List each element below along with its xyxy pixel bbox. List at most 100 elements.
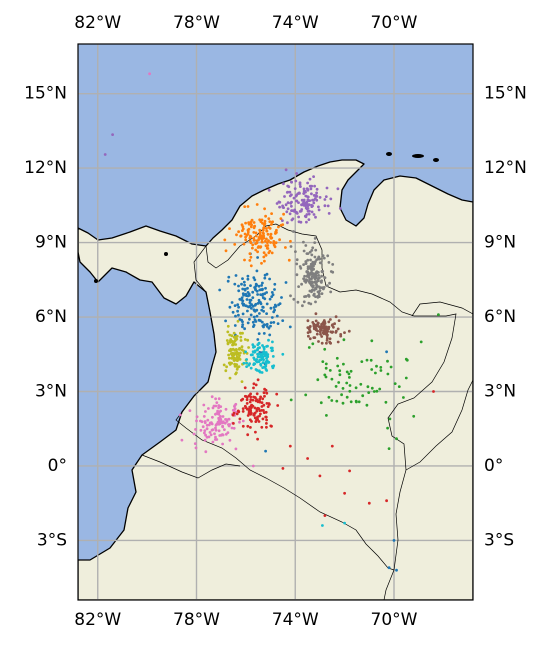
cluster-point bbox=[217, 397, 221, 401]
cluster-point bbox=[207, 407, 210, 410]
cluster-point bbox=[262, 409, 265, 412]
scattered-point bbox=[103, 153, 107, 156]
island bbox=[164, 252, 168, 256]
cluster-point bbox=[299, 185, 302, 189]
cluster-point bbox=[235, 233, 238, 237]
cluster-point bbox=[330, 399, 334, 402]
cluster-point bbox=[296, 300, 300, 304]
cluster-point bbox=[237, 410, 241, 414]
cluster-point bbox=[226, 342, 230, 346]
cluster-point bbox=[231, 347, 235, 351]
scattered-point bbox=[385, 499, 388, 503]
cluster-point bbox=[325, 336, 329, 340]
cluster-point bbox=[262, 358, 265, 361]
cluster-point bbox=[263, 292, 267, 296]
lat-tick-label-left: 15°N bbox=[24, 84, 67, 104]
cluster-point bbox=[270, 212, 273, 216]
cluster-point bbox=[327, 325, 331, 329]
cluster-point bbox=[260, 352, 264, 356]
cluster-point bbox=[202, 403, 206, 407]
cluster-point bbox=[310, 271, 314, 275]
cluster-point bbox=[304, 202, 308, 206]
cluster-point bbox=[332, 325, 335, 329]
cluster-point bbox=[194, 446, 198, 450]
cluster-point bbox=[269, 321, 273, 324]
cluster-point bbox=[205, 435, 209, 439]
cluster-point bbox=[325, 338, 329, 342]
cluster-point bbox=[235, 371, 238, 375]
cluster-point bbox=[304, 244, 308, 247]
cluster-point bbox=[331, 323, 334, 327]
cluster-point bbox=[367, 391, 371, 394]
cluster-point bbox=[323, 347, 327, 351]
cluster-point bbox=[243, 258, 246, 262]
cluster-point bbox=[328, 369, 332, 372]
cluster-point bbox=[247, 227, 251, 231]
cluster-point bbox=[292, 209, 296, 213]
cluster-point bbox=[254, 396, 257, 400]
island bbox=[412, 154, 424, 158]
cluster-point bbox=[232, 359, 236, 362]
cluster-point bbox=[306, 181, 309, 185]
map-area[interactable] bbox=[78, 44, 473, 600]
cluster-point bbox=[244, 221, 248, 225]
cluster-point bbox=[251, 398, 255, 402]
cluster-point bbox=[249, 408, 253, 412]
cluster-point bbox=[313, 237, 317, 240]
cluster-point bbox=[315, 198, 319, 202]
cluster-point bbox=[221, 425, 225, 429]
cluster-point bbox=[375, 364, 378, 368]
lat-tick-label-right: 6°N bbox=[484, 307, 516, 327]
cluster-point bbox=[306, 267, 310, 271]
cluster-point bbox=[338, 207, 342, 210]
cluster-point bbox=[265, 272, 269, 276]
cluster-point bbox=[315, 284, 319, 288]
cluster-point bbox=[245, 298, 249, 301]
cluster-point bbox=[284, 203, 288, 207]
cluster-point bbox=[277, 303, 280, 307]
cluster-point bbox=[262, 323, 266, 326]
cluster-point bbox=[342, 362, 345, 366]
cluster-point bbox=[257, 420, 261, 423]
cluster-point bbox=[245, 395, 249, 399]
cluster-point bbox=[313, 241, 317, 245]
cluster-point bbox=[264, 368, 268, 371]
cluster-point bbox=[289, 398, 293, 402]
cluster-point bbox=[327, 395, 331, 399]
cluster-point bbox=[397, 385, 401, 388]
cluster-point bbox=[236, 303, 240, 306]
cluster-point bbox=[273, 288, 276, 291]
colombia-border bbox=[175, 223, 457, 571]
cluster-point bbox=[230, 426, 234, 430]
cluster-point bbox=[265, 391, 269, 395]
cluster-point bbox=[231, 310, 235, 314]
cluster-point bbox=[255, 360, 259, 364]
cluster-point bbox=[284, 246, 287, 249]
lat-tick-label-left: 3°S bbox=[37, 530, 67, 550]
cluster-point bbox=[306, 195, 310, 199]
cluster-point bbox=[221, 442, 225, 446]
cluster-point bbox=[283, 195, 286, 198]
cluster-point bbox=[227, 356, 231, 360]
cluster-point bbox=[205, 427, 209, 431]
cluster-point bbox=[252, 236, 256, 240]
cluster-point bbox=[271, 349, 274, 352]
cluster-point bbox=[269, 346, 273, 350]
cluster-point bbox=[301, 304, 304, 308]
cluster-point bbox=[261, 361, 265, 364]
cluster-point bbox=[323, 276, 327, 280]
cluster-point bbox=[261, 287, 264, 291]
cluster-point bbox=[239, 331, 243, 335]
cluster-point bbox=[254, 383, 258, 387]
cluster-point bbox=[321, 326, 324, 330]
cluster-point bbox=[327, 212, 331, 215]
cluster-point bbox=[300, 282, 303, 286]
cluster-point bbox=[324, 195, 328, 199]
cluster-point bbox=[321, 270, 325, 273]
cluster-point bbox=[262, 391, 266, 395]
cluster-point bbox=[221, 415, 225, 418]
cluster-point bbox=[248, 317, 251, 321]
cluster-point bbox=[245, 358, 249, 361]
cluster-point bbox=[270, 424, 273, 428]
cluster-point bbox=[316, 321, 320, 325]
